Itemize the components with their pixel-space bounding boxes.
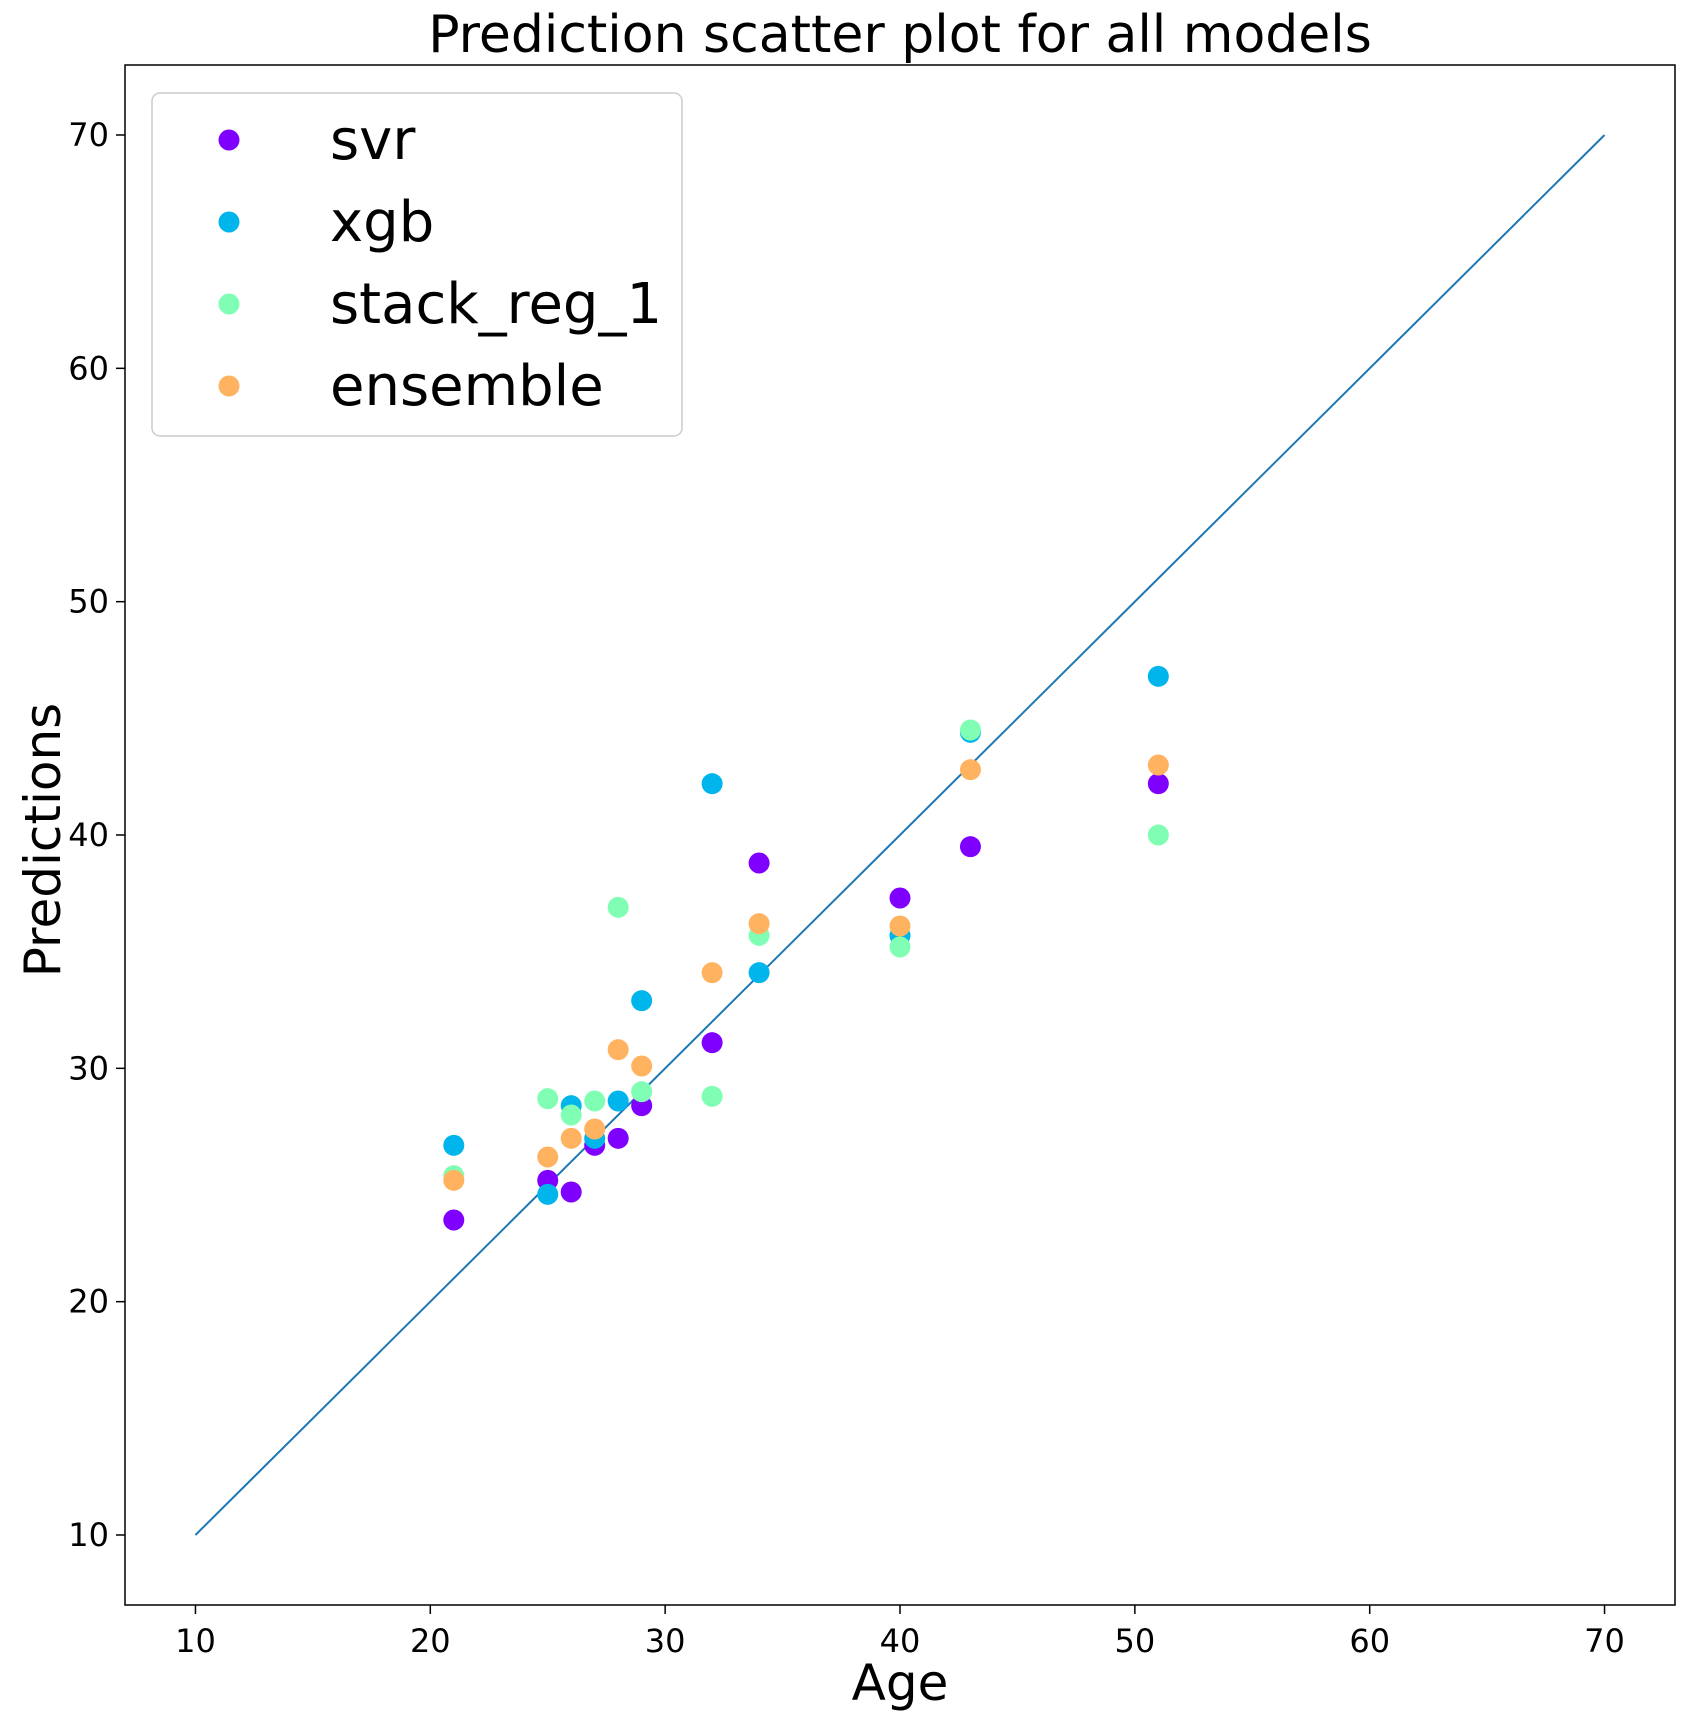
point-svr	[748, 852, 770, 874]
point-ensemble	[607, 1039, 629, 1061]
point-ensemble	[701, 962, 723, 984]
point-svr	[701, 1032, 723, 1054]
legend: svr xgb stack_reg_1 ensemble	[151, 92, 683, 437]
point-svr	[607, 1127, 629, 1149]
point-stack_reg_1	[701, 1085, 723, 1107]
point-xgb	[701, 773, 723, 795]
y-tick-label: 40	[68, 816, 109, 854]
y-tick-label: 30	[68, 1049, 109, 1087]
point-svr	[889, 887, 911, 909]
series-ensemble	[443, 754, 1169, 1191]
x-axis-label: Age	[852, 1654, 949, 1712]
reference-line-layer	[194, 134, 1606, 1536]
point-stack_reg_1	[584, 1090, 606, 1112]
x-tick-label: 30	[645, 1622, 686, 1660]
point-svr	[959, 836, 981, 858]
point-stack_reg_1	[889, 936, 911, 958]
point-xgb	[748, 962, 770, 984]
point-svr	[1147, 773, 1169, 795]
y-tick-label: 60	[68, 349, 109, 387]
x-axis-ticks: 10 20 30 40 50 60 70	[175, 1605, 1625, 1660]
legend-label: svr	[330, 108, 416, 173]
y-tick-label: 70	[68, 116, 109, 154]
legend-frame	[151, 92, 683, 437]
point-xgb	[631, 990, 653, 1012]
legend-marker	[218, 211, 240, 233]
point-stack_reg_1	[560, 1104, 582, 1126]
point-stack_reg_1	[959, 719, 981, 741]
point-stack_reg_1	[607, 896, 629, 918]
y-axis-ticks: 10 20 30 40 50 60 70	[68, 116, 125, 1554]
x-tick-label: 40	[880, 1622, 921, 1660]
point-xgb	[537, 1183, 559, 1205]
legend-marker	[218, 375, 240, 397]
y-tick-label: 50	[68, 583, 109, 621]
point-xgb	[443, 1134, 465, 1156]
point-svr	[560, 1181, 582, 1203]
x-tick-label: 60	[1349, 1622, 1390, 1660]
x-tick-label: 50	[1114, 1622, 1155, 1660]
point-ensemble	[631, 1055, 653, 1077]
legend-marker	[218, 293, 240, 315]
y-tick-label: 10	[68, 1516, 109, 1554]
legend-label: xgb	[330, 190, 434, 255]
point-stack_reg_1	[1147, 824, 1169, 846]
x-tick-label: 70	[1584, 1622, 1625, 1660]
scatter-points-layer	[443, 665, 1169, 1231]
point-stack_reg_1	[631, 1081, 653, 1103]
y-axis-label: Predictions	[14, 703, 72, 977]
point-xgb	[607, 1090, 629, 1112]
x-tick-label: 10	[175, 1622, 216, 1660]
reference-line	[194, 134, 1606, 1536]
chart-title: Prediction scatter plot for all models	[428, 5, 1372, 65]
point-ensemble	[537, 1146, 559, 1168]
point-ensemble	[748, 913, 770, 935]
point-ensemble	[1147, 754, 1169, 776]
legend-label: ensemble	[330, 354, 604, 419]
y-tick-label: 20	[68, 1283, 109, 1321]
point-ensemble	[889, 915, 911, 937]
legend-label: stack_reg_1	[330, 272, 662, 337]
point-xgb	[1147, 665, 1169, 687]
point-svr	[443, 1209, 465, 1231]
point-ensemble	[443, 1169, 465, 1191]
point-ensemble	[584, 1118, 606, 1140]
point-ensemble	[959, 759, 981, 781]
point-ensemble	[560, 1127, 582, 1149]
legend-marker	[218, 129, 240, 151]
x-tick-label: 20	[410, 1622, 451, 1660]
point-stack_reg_1	[537, 1088, 559, 1110]
